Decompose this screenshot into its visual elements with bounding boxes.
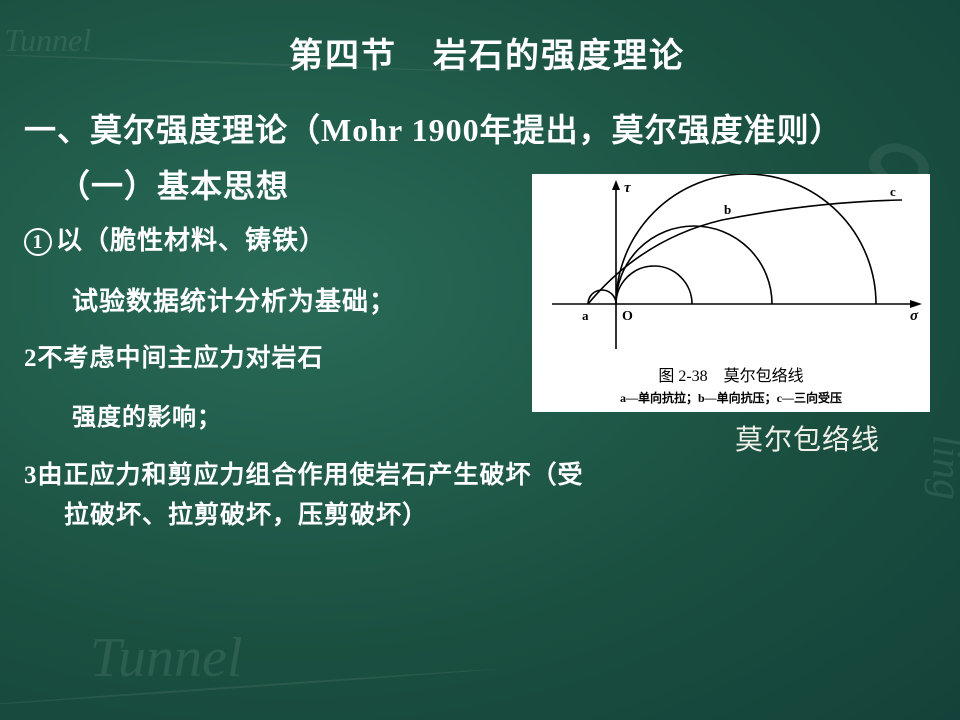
- y-axis-label: τ: [624, 180, 632, 196]
- origin-label: O: [622, 309, 633, 324]
- point-c-label: c: [890, 184, 896, 199]
- heading-1-prefix: 一、莫尔强度理论（: [24, 112, 321, 148]
- bullet-3-text: 由正应力和剪应力组合作用使岩石产生破坏（受: [38, 462, 584, 489]
- bullet-3-number-icon: 3: [24, 462, 38, 489]
- bullet-3-cont: 拉破坏、拉剪破坏，压剪破坏）: [64, 496, 930, 536]
- bullet-2: 2不考虑中间主应力对岩石: [24, 340, 544, 379]
- circle-a: [588, 290, 616, 304]
- point-b-label: b: [724, 202, 731, 217]
- y-axis-arrow-icon: [612, 180, 620, 190]
- circle-c: [616, 174, 876, 304]
- mohr-envelope-svg: τ σ O a b c: [532, 174, 930, 364]
- x-axis-arrow-icon: [910, 300, 922, 308]
- x-axis-label: σ: [910, 308, 919, 324]
- circle-b: [616, 266, 692, 304]
- heading-1: 一、莫尔强度理论（Mohr 1900年提出，莫尔强度准则）: [24, 105, 930, 151]
- point-a-label: a: [582, 308, 589, 323]
- mohr-envelope-figure: τ σ O a b c 图 2-38 莫尔包络线 a—单向抗拉；b—单向抗压；c…: [532, 174, 930, 412]
- bullet-3: 3由正应力和剪应力组合作用使岩石产生破坏（受 拉破坏、拉剪破坏，压剪破坏）: [24, 456, 930, 536]
- bullet-1: 1以（脆性材料、铸铁）: [24, 221, 544, 261]
- bullet-2-text: 不考虑中间主应力对岩石: [38, 345, 324, 372]
- figure-legend: a—单向抗拉；b—单向抗压；c—三向受压: [532, 389, 930, 406]
- text-column: 1以（脆性材料、铸铁） 试验数据统计分析为基础； 2不考虑中间主应力对岩石 强度…: [24, 221, 544, 432]
- bullet-1-number-icon: 1: [24, 228, 52, 256]
- section-title: 第四节 岩石的强度理论: [44, 28, 930, 77]
- circle-mid: [616, 226, 772, 304]
- figure-title: 图 2-38 莫尔包络线: [532, 362, 930, 386]
- bullet-1-cont: 试验数据统计分析为基础；: [72, 281, 544, 318]
- figure-caption-outside: 莫尔包络线: [735, 418, 880, 458]
- heading-1-latin: Mohr 1900: [321, 112, 480, 148]
- bullet-1-text: 以（脆性材料、铸铁）: [56, 226, 326, 255]
- heading-1-suffix: 年提出，莫尔强度准则）: [480, 112, 843, 148]
- bullet-2-cont: 强度的影响；: [72, 397, 544, 432]
- bullet-2-number-icon: 2: [24, 345, 38, 372]
